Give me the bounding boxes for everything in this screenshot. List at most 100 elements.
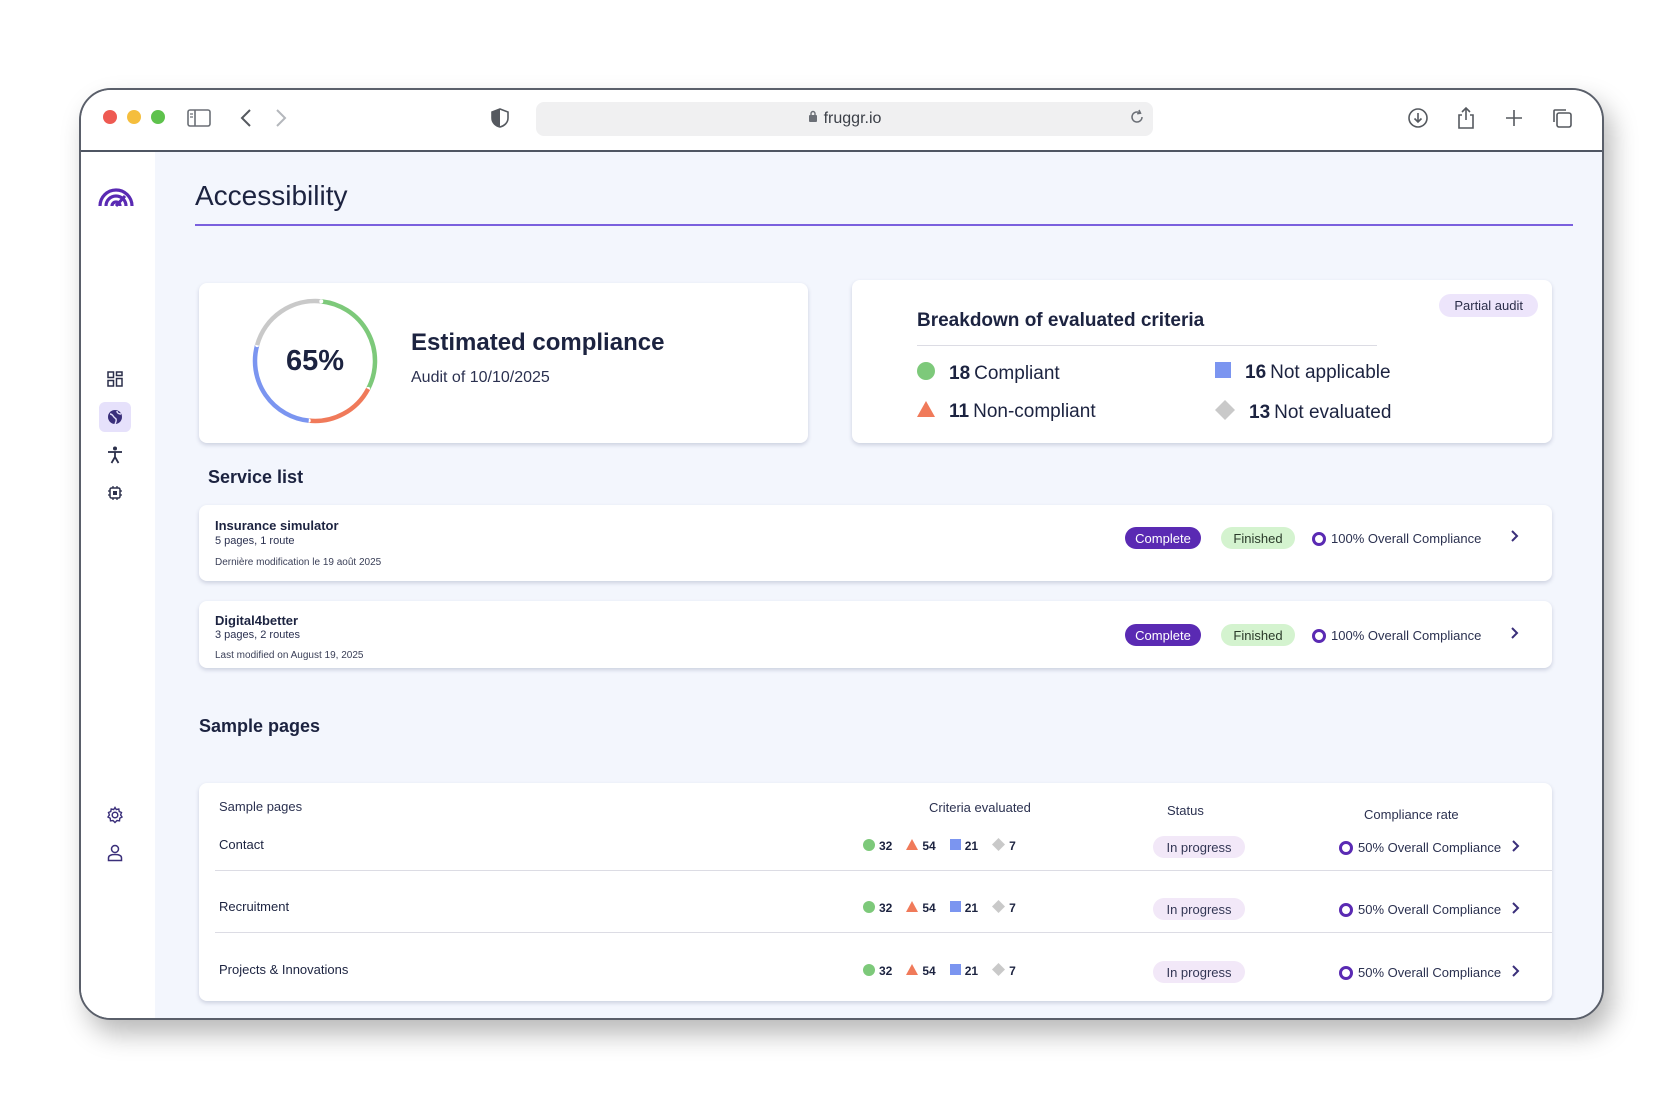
chevron-right-icon[interactable]	[1510, 901, 1520, 920]
not-applicable-square-icon	[949, 901, 961, 915]
compliant-circle-icon	[863, 900, 875, 916]
not-evaluated-count: 7	[1009, 839, 1016, 853]
not-applicable-count: 21	[964, 964, 979, 978]
status-badge: In progress	[1153, 961, 1245, 983]
gauge-compliant-arc	[321, 299, 378, 390]
service-meta: 3 pages, 2 routes	[215, 629, 301, 641]
sample-page-name: Projects & Innovations	[219, 962, 349, 977]
dashboard-icon[interactable]	[99, 364, 131, 394]
overall-compliance-text: 50% Overall Compliance	[1358, 902, 1502, 917]
compliance-ring-icon	[1312, 531, 1326, 546]
non-compliant-count: 11	[949, 401, 970, 422]
chevron-right-icon[interactable]	[1509, 529, 1519, 548]
criteria-counts: 32 54 21 7	[863, 963, 1030, 979]
back-icon[interactable]	[234, 106, 258, 130]
not-evaluated-count: 7	[1009, 901, 1016, 915]
sample-page-name: Contact	[219, 837, 264, 852]
not-evaluated-count: 7	[1009, 964, 1016, 978]
gauge-segment-marker	[319, 299, 324, 304]
overall-compliance-text: 100% Overall Compliance	[1331, 628, 1482, 643]
privacy-shield-icon[interactable]	[488, 106, 512, 130]
sidebar	[81, 152, 155, 1018]
service-modified: Dernière modification le 19 août 2025	[215, 557, 382, 568]
overall-compliance: 100% Overall Compliance	[1312, 531, 1481, 546]
column-header-sample-pages: Sample pages	[219, 799, 303, 814]
not-applicable-count: 21	[964, 901, 979, 915]
sample-page-name: Recruitment	[219, 899, 290, 914]
not-evaluated-diamond-icon	[992, 838, 1006, 854]
chip-icon[interactable]	[99, 478, 131, 508]
compliance-ring-icon	[1312, 628, 1326, 643]
column-header-compliance-rate: Compliance rate	[1364, 807, 1459, 822]
overall-compliance: 50% Overall Compliance	[1339, 902, 1501, 917]
accessibility-icon[interactable]	[99, 440, 131, 470]
overall-compliance: 100% Overall Compliance	[1312, 628, 1481, 643]
service-meta: 5 pages, 1 route	[215, 535, 295, 547]
compliant-circle-icon	[917, 362, 935, 386]
lock-icon	[808, 110, 818, 128]
service-row[interactable]: Digital4better 3 pages, 2 routes Last mo…	[199, 601, 1552, 668]
non-compliant-label: Non-compliant	[973, 401, 1096, 422]
service-name: Insurance simulator	[215, 518, 339, 533]
compliant-count: 32	[879, 839, 893, 853]
compliant-stat: 18 Compliant	[917, 362, 1060, 386]
sidebar-toggle-icon[interactable]	[187, 106, 211, 130]
table-row[interactable]: Contact 32 54 21 7 In progress 50% Overa…	[215, 809, 1552, 871]
criteria-counts: 32 54 21 7	[863, 838, 1030, 854]
table-row[interactable]: Projects & Innovations 32 54 21 7 In pro…	[215, 933, 1552, 995]
service-row[interactable]: Insurance simulator 5 pages, 1 route Der…	[199, 505, 1552, 581]
not-evaluated-diamond-icon	[992, 900, 1006, 916]
user-icon[interactable]	[99, 838, 131, 868]
reload-icon[interactable]	[1129, 109, 1145, 130]
compliant-label: Compliant	[974, 363, 1060, 384]
not-applicable-square-icon	[949, 964, 961, 978]
share-icon[interactable]	[1454, 106, 1478, 130]
close-window-button[interactable]	[103, 110, 117, 124]
chevron-right-icon[interactable]	[1510, 839, 1520, 858]
not-evaluated-diamond-icon	[1215, 400, 1235, 426]
tab-overview-icon[interactable]	[1550, 106, 1574, 130]
compliant-count: 32	[879, 964, 893, 978]
chevron-right-icon[interactable]	[1510, 964, 1520, 983]
not-evaluated-count: 13	[1249, 402, 1271, 423]
service-modified: Last modified on August 19, 2025	[215, 650, 364, 661]
table-row[interactable]: Recruitment 32 54 21 7 In progress 50% O…	[215, 871, 1552, 933]
criteria-breakdown-card: Breakdown of evaluated criteria Partial …	[852, 280, 1552, 443]
column-header-status: Status	[1167, 803, 1204, 818]
compliance-ring-icon	[1339, 965, 1353, 980]
download-icon[interactable]	[1406, 106, 1430, 130]
sample-pages-title: Sample pages	[199, 716, 321, 736]
status-badge: In progress	[1153, 836, 1245, 858]
minimize-window-button[interactable]	[127, 110, 141, 124]
fruggr-logo-icon[interactable]	[97, 182, 135, 213]
status-badge: In progress	[1153, 898, 1245, 920]
non-compliant-triangle-icon	[906, 839, 919, 853]
address-bar[interactable]: fruggr.io	[536, 102, 1153, 136]
audit-date: Audit of 10/10/2025	[411, 369, 550, 386]
non-compliant-triangle-icon	[906, 964, 919, 978]
not-evaluated-label: Not evaluated	[1274, 402, 1392, 423]
breakdown-divider	[917, 345, 1377, 346]
compliance-title: Estimated compliance	[411, 329, 665, 356]
main-content: Accessibility 65% Estimated compliance A…	[155, 152, 1602, 1018]
service-list-title: Service list	[208, 467, 304, 487]
not-applicable-count: 16	[1245, 362, 1267, 383]
non-compliant-count: 54	[922, 839, 936, 853]
compliance-ring-icon	[1339, 902, 1353, 917]
settings-icon[interactable]	[99, 800, 131, 830]
compliance-gauge	[252, 298, 378, 424]
complete-badge: Complete	[1125, 527, 1201, 549]
new-tab-icon[interactable]	[1502, 106, 1526, 130]
non-compliant-triangle-icon	[917, 401, 935, 423]
chevron-right-icon[interactable]	[1509, 626, 1519, 645]
finished-badge: Finished	[1221, 527, 1295, 549]
not-applicable-count: 21	[964, 839, 979, 853]
forward-icon[interactable]	[269, 106, 293, 130]
globe-icon[interactable]	[99, 402, 131, 432]
overall-compliance-text: 50% Overall Compliance	[1358, 840, 1502, 855]
zoom-window-button[interactable]	[151, 110, 165, 124]
page-title: Accessibility	[195, 180, 348, 211]
estimated-compliance-card: 65% Estimated compliance Audit of 10/10/…	[199, 283, 808, 443]
non-compliant-count: 54	[922, 901, 936, 915]
column-header-criteria: Criteria evaluated	[929, 800, 1031, 815]
